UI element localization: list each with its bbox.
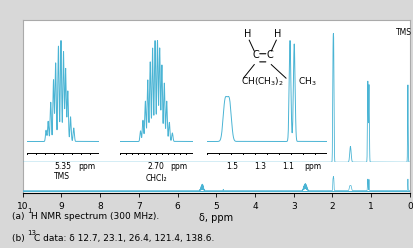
- X-axis label: δ, ppm: δ, ppm: [199, 213, 233, 223]
- Text: 2.70: 2.70: [147, 162, 164, 171]
- Text: TMS: TMS: [54, 172, 69, 181]
- Text: C: C: [266, 50, 273, 60]
- Text: ppm: ppm: [78, 162, 95, 171]
- Text: 1.5: 1.5: [225, 162, 237, 171]
- Text: 1: 1: [27, 208, 31, 214]
- Text: ppm: ppm: [169, 162, 187, 171]
- Text: 5.35: 5.35: [55, 162, 71, 171]
- Text: CH(CH$_3$)$_2$: CH(CH$_3$)$_2$: [241, 76, 284, 89]
- Text: C: C: [252, 50, 259, 60]
- Text: 1.1: 1.1: [281, 162, 293, 171]
- Text: H NMR spectrum (300 MHz).: H NMR spectrum (300 MHz).: [31, 212, 159, 221]
- Text: (b): (b): [12, 234, 28, 243]
- Text: 13: 13: [27, 230, 36, 236]
- Text: (a): (a): [12, 212, 28, 221]
- Text: ppm: ppm: [304, 162, 321, 171]
- Text: CHCl₂: CHCl₂: [145, 174, 167, 183]
- Text: TMS: TMS: [395, 29, 411, 37]
- Text: H: H: [273, 30, 280, 39]
- Text: C data: δ 12.7, 23.1, 26.4, 121.4, 138.6.: C data: δ 12.7, 23.1, 26.4, 121.4, 138.6…: [34, 234, 214, 243]
- Text: CH$_3$: CH$_3$: [297, 76, 316, 89]
- Text: H: H: [244, 30, 251, 39]
- Text: 1.3: 1.3: [254, 162, 266, 171]
